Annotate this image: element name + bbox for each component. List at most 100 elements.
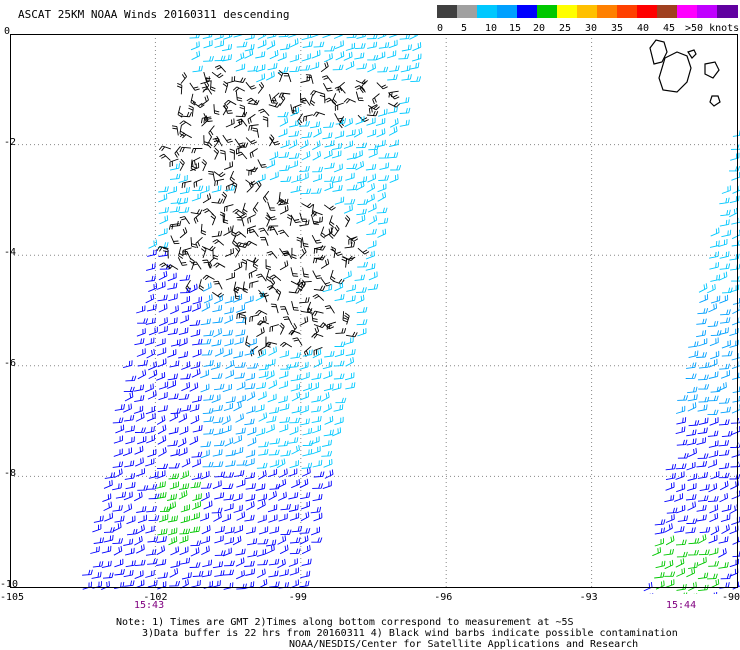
wind-barb — [158, 193, 168, 203]
wind-barb — [203, 500, 213, 510]
wind-barb — [134, 395, 145, 403]
wind-barb — [320, 258, 330, 269]
wind-barb — [158, 447, 167, 457]
wind-barb — [191, 156, 201, 167]
wind-barb — [718, 397, 730, 404]
wind-speed-legend: 0 5 10 15 20 25 30 35 40 45 >50 knots — [437, 5, 739, 35]
island-outline — [658, 51, 692, 93]
wind-barb — [170, 305, 179, 315]
wind-barb — [225, 118, 235, 128]
wind-barb — [257, 538, 269, 545]
wind-barb — [213, 512, 222, 522]
wind-barb — [190, 512, 200, 521]
wind-barb — [233, 493, 243, 502]
wind-barb — [145, 293, 155, 304]
wind-barb — [258, 441, 269, 448]
wind-barb — [211, 230, 223, 238]
wind-barb — [411, 53, 422, 62]
wind-barb — [268, 570, 279, 578]
wind-barb — [301, 151, 311, 161]
wind-barb — [232, 234, 238, 247]
wind-barb — [311, 326, 320, 338]
wind-barb — [103, 527, 115, 533]
wind-barb — [148, 361, 157, 371]
wind-barb — [320, 61, 329, 73]
wind-barb — [213, 262, 226, 268]
wind-barb — [310, 382, 320, 391]
wind-barb — [232, 535, 242, 546]
wind-barb — [731, 490, 740, 500]
wind-barb — [288, 504, 299, 512]
wind-barb — [170, 339, 181, 347]
wind-barb — [260, 236, 269, 246]
wind-barb — [301, 53, 311, 62]
wind-barb — [299, 172, 309, 182]
wind-barb — [188, 283, 198, 294]
wind-barb — [366, 228, 377, 236]
wind-barb — [378, 152, 390, 159]
wind-barb — [313, 41, 325, 48]
wind-barb — [731, 276, 740, 282]
wind-barb — [145, 317, 156, 325]
wind-barb — [167, 282, 178, 290]
wind-barb — [721, 350, 733, 357]
wind-barb — [312, 257, 324, 264]
wind-barb — [731, 360, 740, 370]
wind-barb — [200, 535, 211, 544]
latitude-tick-label: -4 — [4, 247, 17, 259]
wind-barb — [255, 64, 266, 73]
wind-barb — [214, 40, 225, 48]
wind-barb — [266, 159, 276, 169]
wind-barb — [663, 548, 674, 556]
wind-barb — [267, 393, 277, 403]
wind-barb — [159, 215, 169, 225]
wind-barb — [201, 245, 207, 258]
wind-barb — [189, 526, 201, 533]
wind-barb — [399, 107, 411, 114]
wind-barb — [157, 358, 167, 368]
wind-barb — [313, 111, 326, 117]
wind-barb — [732, 130, 740, 137]
wind-barb — [201, 86, 213, 95]
wind-barb — [354, 85, 366, 93]
wind-barb — [134, 570, 144, 580]
wind-barb — [134, 427, 146, 433]
wind-barb — [122, 447, 133, 457]
wind-barb — [137, 514, 147, 524]
wind-barb — [730, 461, 740, 468]
wind-barb — [102, 493, 112, 503]
wind-barb — [687, 402, 697, 412]
wind-barb — [233, 261, 243, 272]
wind-barb — [717, 382, 727, 392]
wind-barb — [258, 108, 270, 117]
wind-barb — [192, 493, 202, 502]
legend-swatch — [457, 5, 478, 18]
wind-barb — [210, 80, 216, 92]
wind-barb — [389, 139, 399, 147]
wind-barb — [213, 147, 220, 160]
wind-barb — [246, 405, 256, 414]
wind-barb — [301, 544, 311, 555]
wind-barb — [708, 358, 718, 368]
wind-barb — [277, 69, 284, 83]
wind-barb — [236, 570, 245, 580]
wind-barb — [278, 468, 288, 478]
wind-barb — [326, 321, 337, 330]
wind-barb — [279, 416, 291, 423]
wind-barb — [697, 307, 709, 315]
wind-barb — [409, 62, 420, 70]
wind-barb — [112, 505, 123, 512]
wind-barb — [239, 104, 245, 116]
wind-barb — [267, 468, 278, 478]
wind-barb — [232, 86, 246, 92]
wind-barb — [234, 289, 241, 300]
wind-barb — [178, 246, 184, 259]
wind-barb — [410, 76, 422, 83]
wind-barb — [158, 514, 169, 523]
wind-barb — [721, 504, 732, 512]
wind-barb — [344, 241, 356, 249]
wind-barb — [190, 540, 202, 547]
footnote-line-1: Note: 1) Times are GMT 2)Times along bot… — [116, 617, 574, 628]
wind-barb — [344, 372, 355, 381]
wind-barb — [731, 217, 740, 225]
